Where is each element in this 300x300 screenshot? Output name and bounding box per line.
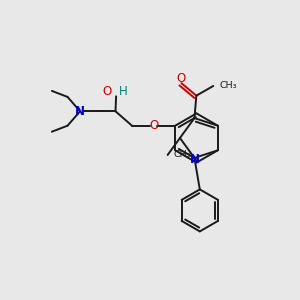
Text: N: N bbox=[75, 105, 85, 118]
Text: O: O bbox=[177, 72, 186, 85]
Text: O: O bbox=[149, 119, 158, 132]
Text: CH₃: CH₃ bbox=[220, 81, 237, 90]
Text: O: O bbox=[103, 85, 112, 98]
Text: N: N bbox=[190, 153, 200, 166]
Text: H: H bbox=[118, 85, 127, 98]
Text: CH₃: CH₃ bbox=[173, 151, 190, 160]
